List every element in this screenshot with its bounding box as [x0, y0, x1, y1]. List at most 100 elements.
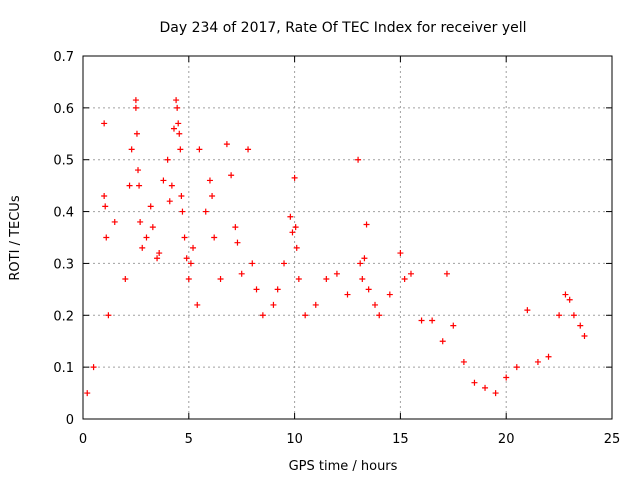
data-point — [122, 275, 129, 282]
data-point — [160, 177, 167, 184]
data-point — [111, 218, 118, 225]
data-point — [132, 104, 139, 111]
y-tick-label: 0.1 — [53, 361, 74, 376]
data-point — [166, 198, 173, 205]
data-point — [291, 174, 298, 181]
data-point — [175, 120, 182, 127]
data-point — [177, 146, 184, 153]
data-point — [562, 291, 569, 298]
data-point — [274, 286, 281, 293]
data-point — [302, 312, 309, 319]
data-point — [295, 275, 302, 282]
data-point — [372, 301, 379, 308]
data-point — [439, 338, 446, 345]
data-point — [289, 229, 296, 236]
axis-ticks — [82, 55, 613, 420]
data-point — [253, 286, 260, 293]
data-point — [136, 182, 143, 189]
data-point — [194, 301, 201, 308]
data-point — [245, 146, 252, 153]
data-point — [143, 234, 150, 241]
data-point — [513, 364, 520, 371]
data-point — [137, 218, 144, 225]
data-point — [223, 141, 230, 148]
data-point — [139, 244, 146, 251]
data-point — [174, 104, 181, 111]
data-point — [102, 203, 109, 210]
data-point — [359, 275, 366, 282]
data-point — [183, 255, 190, 262]
data-point — [365, 286, 372, 293]
data-point — [133, 130, 140, 137]
data-point — [545, 353, 552, 360]
x-tick-label: 10 — [286, 432, 303, 447]
y-tick-labels: 0 0.1 0.2 0.3 0.4 0.5 0.6 0.7 — [53, 50, 74, 428]
x-tick-label: 25 — [604, 432, 621, 447]
data-point — [259, 312, 266, 319]
data-point — [190, 244, 197, 251]
x-tick-label: 0 — [79, 432, 87, 447]
data-point — [450, 322, 457, 329]
data-point — [570, 312, 577, 319]
x-axis-label: GPS time / hours — [289, 459, 398, 474]
data-point — [344, 291, 351, 298]
data-point — [293, 244, 300, 251]
data-point — [524, 307, 531, 314]
y-tick-label: 0.2 — [53, 309, 74, 324]
data-point — [471, 379, 478, 386]
data-point — [566, 296, 573, 303]
data-point — [206, 177, 213, 184]
x-tick-label: 15 — [392, 432, 409, 447]
data-point — [168, 182, 175, 189]
data-point — [128, 146, 135, 153]
data-point — [363, 221, 370, 228]
data-point — [376, 312, 383, 319]
data-point — [401, 275, 408, 282]
data-point — [232, 224, 239, 231]
data-point — [164, 156, 171, 163]
x-tick-label: 5 — [185, 432, 193, 447]
data-point — [418, 317, 425, 324]
plot-frame — [82, 55, 613, 420]
data-point — [132, 97, 139, 104]
data-point — [361, 255, 368, 262]
data-point — [482, 384, 489, 391]
data-point — [503, 374, 510, 381]
data-point — [577, 322, 584, 329]
data-point — [397, 250, 404, 257]
data-point — [407, 270, 414, 277]
data-point — [84, 390, 91, 397]
data-point — [238, 270, 245, 277]
data-point — [105, 312, 112, 319]
data-point — [581, 333, 588, 340]
data-point — [333, 270, 340, 277]
data-point — [101, 120, 108, 127]
data-point — [176, 130, 183, 137]
data-point — [386, 291, 393, 298]
y-tick-label: 0.5 — [53, 154, 74, 169]
data-point — [149, 224, 156, 231]
data-point — [217, 275, 224, 282]
data-point — [202, 208, 209, 215]
data-point — [492, 390, 499, 397]
data-point — [181, 234, 188, 241]
data-point — [147, 203, 154, 210]
data-point — [534, 358, 541, 365]
data-point — [249, 260, 256, 267]
data-point — [126, 182, 133, 189]
data-point — [179, 208, 186, 215]
data-points — [84, 97, 588, 397]
data-point — [355, 156, 362, 163]
data-point — [234, 239, 241, 246]
y-tick-label: 0.7 — [53, 50, 74, 65]
data-point — [211, 234, 218, 241]
data-point — [270, 301, 277, 308]
data-point — [135, 167, 142, 174]
data-point — [103, 234, 110, 241]
data-point — [156, 250, 163, 257]
data-point — [90, 364, 97, 371]
data-point — [173, 97, 180, 104]
data-point — [357, 260, 364, 267]
data-point — [101, 193, 108, 200]
x-tick-label: 20 — [498, 432, 515, 447]
